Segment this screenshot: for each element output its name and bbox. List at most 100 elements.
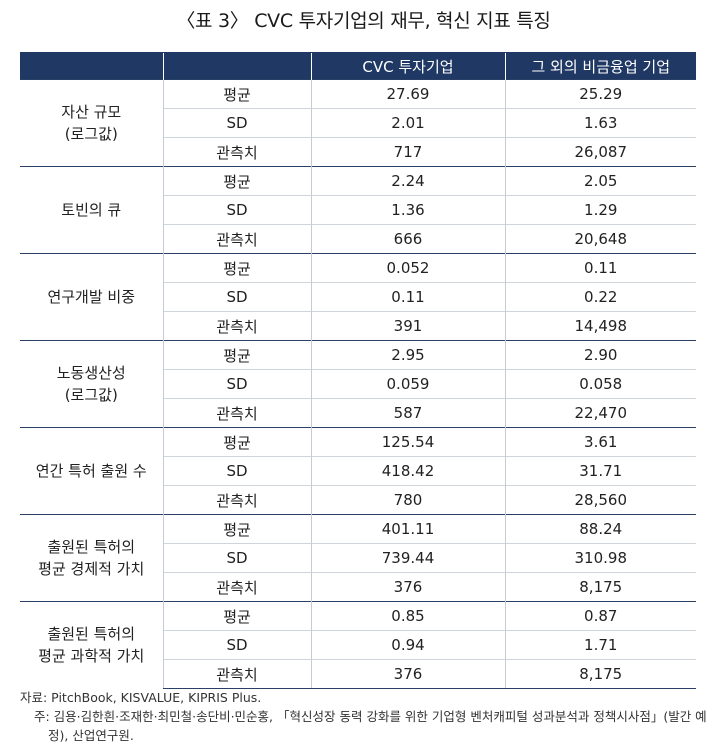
metric-cell: SD <box>162 543 311 573</box>
cvc-value: 587 <box>310 398 505 428</box>
other-value: 26,087 <box>504 137 696 167</box>
group-label-line1: 노동생산성 <box>56 364 126 382</box>
metric-cell: 관측치 <box>162 137 311 167</box>
other-value: 3.61 <box>504 427 696 457</box>
cvc-value: 0.85 <box>310 601 505 631</box>
other-value: 14,498 <box>504 311 696 341</box>
metric-cell: SD <box>162 630 311 660</box>
group-label-line2: 평균 과학적 가치 <box>38 647 145 666</box>
metric-cell: 평균 <box>162 601 311 631</box>
notes: 자료: PitchBook, KISVALUE, KIPRIS Plus. 주:… <box>20 688 710 745</box>
other-value: 1.71 <box>504 630 696 660</box>
header-other: 그 외의 비금융업 기업 <box>504 52 696 80</box>
cvc-value: 391 <box>310 311 505 341</box>
header-cvc: CVC 투자기업 <box>310 52 505 80</box>
table-row: SD 0.059 0.058 <box>20 369 696 399</box>
other-value: 8,175 <box>504 659 696 689</box>
group-label-line1: 출원된 특허의 <box>47 625 136 644</box>
table-row: 연간 특허 출원 수 평균 125.54 3.61 <box>20 427 696 515</box>
table-row: 관측치 391 14,498 <box>20 311 696 341</box>
other-value: 2.05 <box>504 166 696 196</box>
cvc-value: 717 <box>310 137 505 167</box>
table-row: 토빈의 큐 평균 2.24 2.05 <box>20 166 696 254</box>
cvc-value: 666 <box>310 224 505 254</box>
table-row: 연구개발 비중 평균 0.052 0.11 <box>20 253 696 341</box>
header-corner-metric <box>162 52 311 80</box>
group-label: 연간 특허 출원 수 <box>20 427 163 515</box>
cvc-value: 2.24 <box>310 166 505 196</box>
cvc-value: 2.01 <box>310 108 505 138</box>
header-corner <box>20 52 163 80</box>
cvc-value: 27.69 <box>310 79 505 109</box>
other-value: 22,470 <box>504 398 696 428</box>
other-value: 310.98 <box>504 543 696 573</box>
table-row: 관측치 376 8,175 <box>20 659 696 689</box>
other-value: 28,560 <box>504 485 696 515</box>
table-row: 관측치 666 20,648 <box>20 224 696 254</box>
cvc-value: 0.059 <box>310 369 505 399</box>
other-value: 0.22 <box>504 282 696 312</box>
other-value: 0.058 <box>504 369 696 399</box>
table-row: 출원된 특허의 평균 과학적 가치 평균 0.85 0.87 <box>20 601 696 689</box>
metric-cell: 관측치 <box>162 572 311 602</box>
metric-cell: 관측치 <box>162 224 311 254</box>
footnote: 주: 김용·김한흰·조재한·최민철·송단비·민순홍, 「혁신성장 동력 강화를 … <box>34 709 707 743</box>
other-value: 0.87 <box>504 601 696 631</box>
group-label: 토빈의 큐 <box>20 166 163 254</box>
table-row: 관측치 587 22,470 <box>20 398 696 428</box>
group-label-line1: 자산 규모 <box>61 103 122 121</box>
group-label: 연구개발 비중 <box>20 253 163 341</box>
other-value: 1.63 <box>504 108 696 138</box>
table-row: 관측치 376 8,175 <box>20 572 696 602</box>
other-value: 88.24 <box>504 514 696 544</box>
table-row: SD 1.36 1.29 <box>20 195 696 225</box>
metric-cell: 평균 <box>162 514 311 544</box>
other-value: 8,175 <box>504 572 696 602</box>
cvc-value: 401.11 <box>310 514 505 544</box>
other-value: 31.71 <box>504 456 696 486</box>
metric-cell: 평균 <box>162 427 311 457</box>
cvc-value: 376 <box>310 572 505 602</box>
cvc-value: 739.44 <box>310 543 505 573</box>
stats-table: CVC 투자기업 그 외의 비금융업 기업 자산 규모 (로그값) 평균 27.69 2… <box>20 52 696 689</box>
metric-cell: 평균 <box>162 340 311 370</box>
table-row: SD 739.44 310.98 <box>20 543 696 573</box>
group-label-line2: (로그값) <box>64 386 118 404</box>
table-row: 출원된 특허의 평균 경제적 가치 평균 401.11 88.24 <box>20 514 696 602</box>
other-value: 1.29 <box>504 195 696 225</box>
metric-cell: 관측치 <box>162 659 311 689</box>
header-row: CVC 투자기업 그 외의 비금융업 기업 <box>20 52 696 80</box>
cvc-value: 376 <box>310 659 505 689</box>
table-row: 노동생산성 (로그값) 평균 2.95 2.90 <box>20 340 696 428</box>
table-row: SD 418.42 31.71 <box>20 456 696 486</box>
metric-cell: SD <box>162 456 311 486</box>
group-label-line1: 연간 특허 출원 수 <box>35 462 147 480</box>
cvc-value: 1.36 <box>310 195 505 225</box>
cvc-value: 418.42 <box>310 456 505 486</box>
table-row: SD 2.01 1.63 <box>20 108 696 138</box>
group-label: 노동생산성 (로그값) <box>20 340 163 428</box>
other-value: 2.90 <box>504 340 696 370</box>
cvc-value: 0.11 <box>310 282 505 312</box>
metric-cell: 평균 <box>162 253 311 283</box>
metric-cell: 평균 <box>162 79 311 109</box>
metric-cell: SD <box>162 108 311 138</box>
table-row: 자산 규모 (로그값) 평균 27.69 25.29 <box>20 79 696 167</box>
cvc-value: 780 <box>310 485 505 515</box>
group-label-line1: 연구개발 비중 <box>47 288 136 306</box>
table-body: 자산 규모 (로그값) 평균 27.69 25.29 SD 2.01 1.63 관측치 717 26… <box>20 79 696 689</box>
group-label-line2: (로그값) <box>64 125 118 143</box>
table-row: SD 0.11 0.22 <box>20 282 696 312</box>
other-value: 0.11 <box>504 253 696 283</box>
group-label-line2: 평균 경제적 가치 <box>38 560 145 578</box>
table-title: 〈표 3〉 CVC 투자기업의 재무, 혁신 지표 특징 <box>176 10 551 32</box>
metric-cell: 관측치 <box>162 485 311 515</box>
group-label: 자산 규모 (로그값) <box>20 79 163 167</box>
metric-cell: 관측치 <box>162 311 311 341</box>
table-row: SD 0.94 1.71 <box>20 630 696 660</box>
cvc-value: 0.94 <box>310 630 505 660</box>
other-value: 25.29 <box>504 79 696 109</box>
metric-cell: SD <box>162 282 311 312</box>
